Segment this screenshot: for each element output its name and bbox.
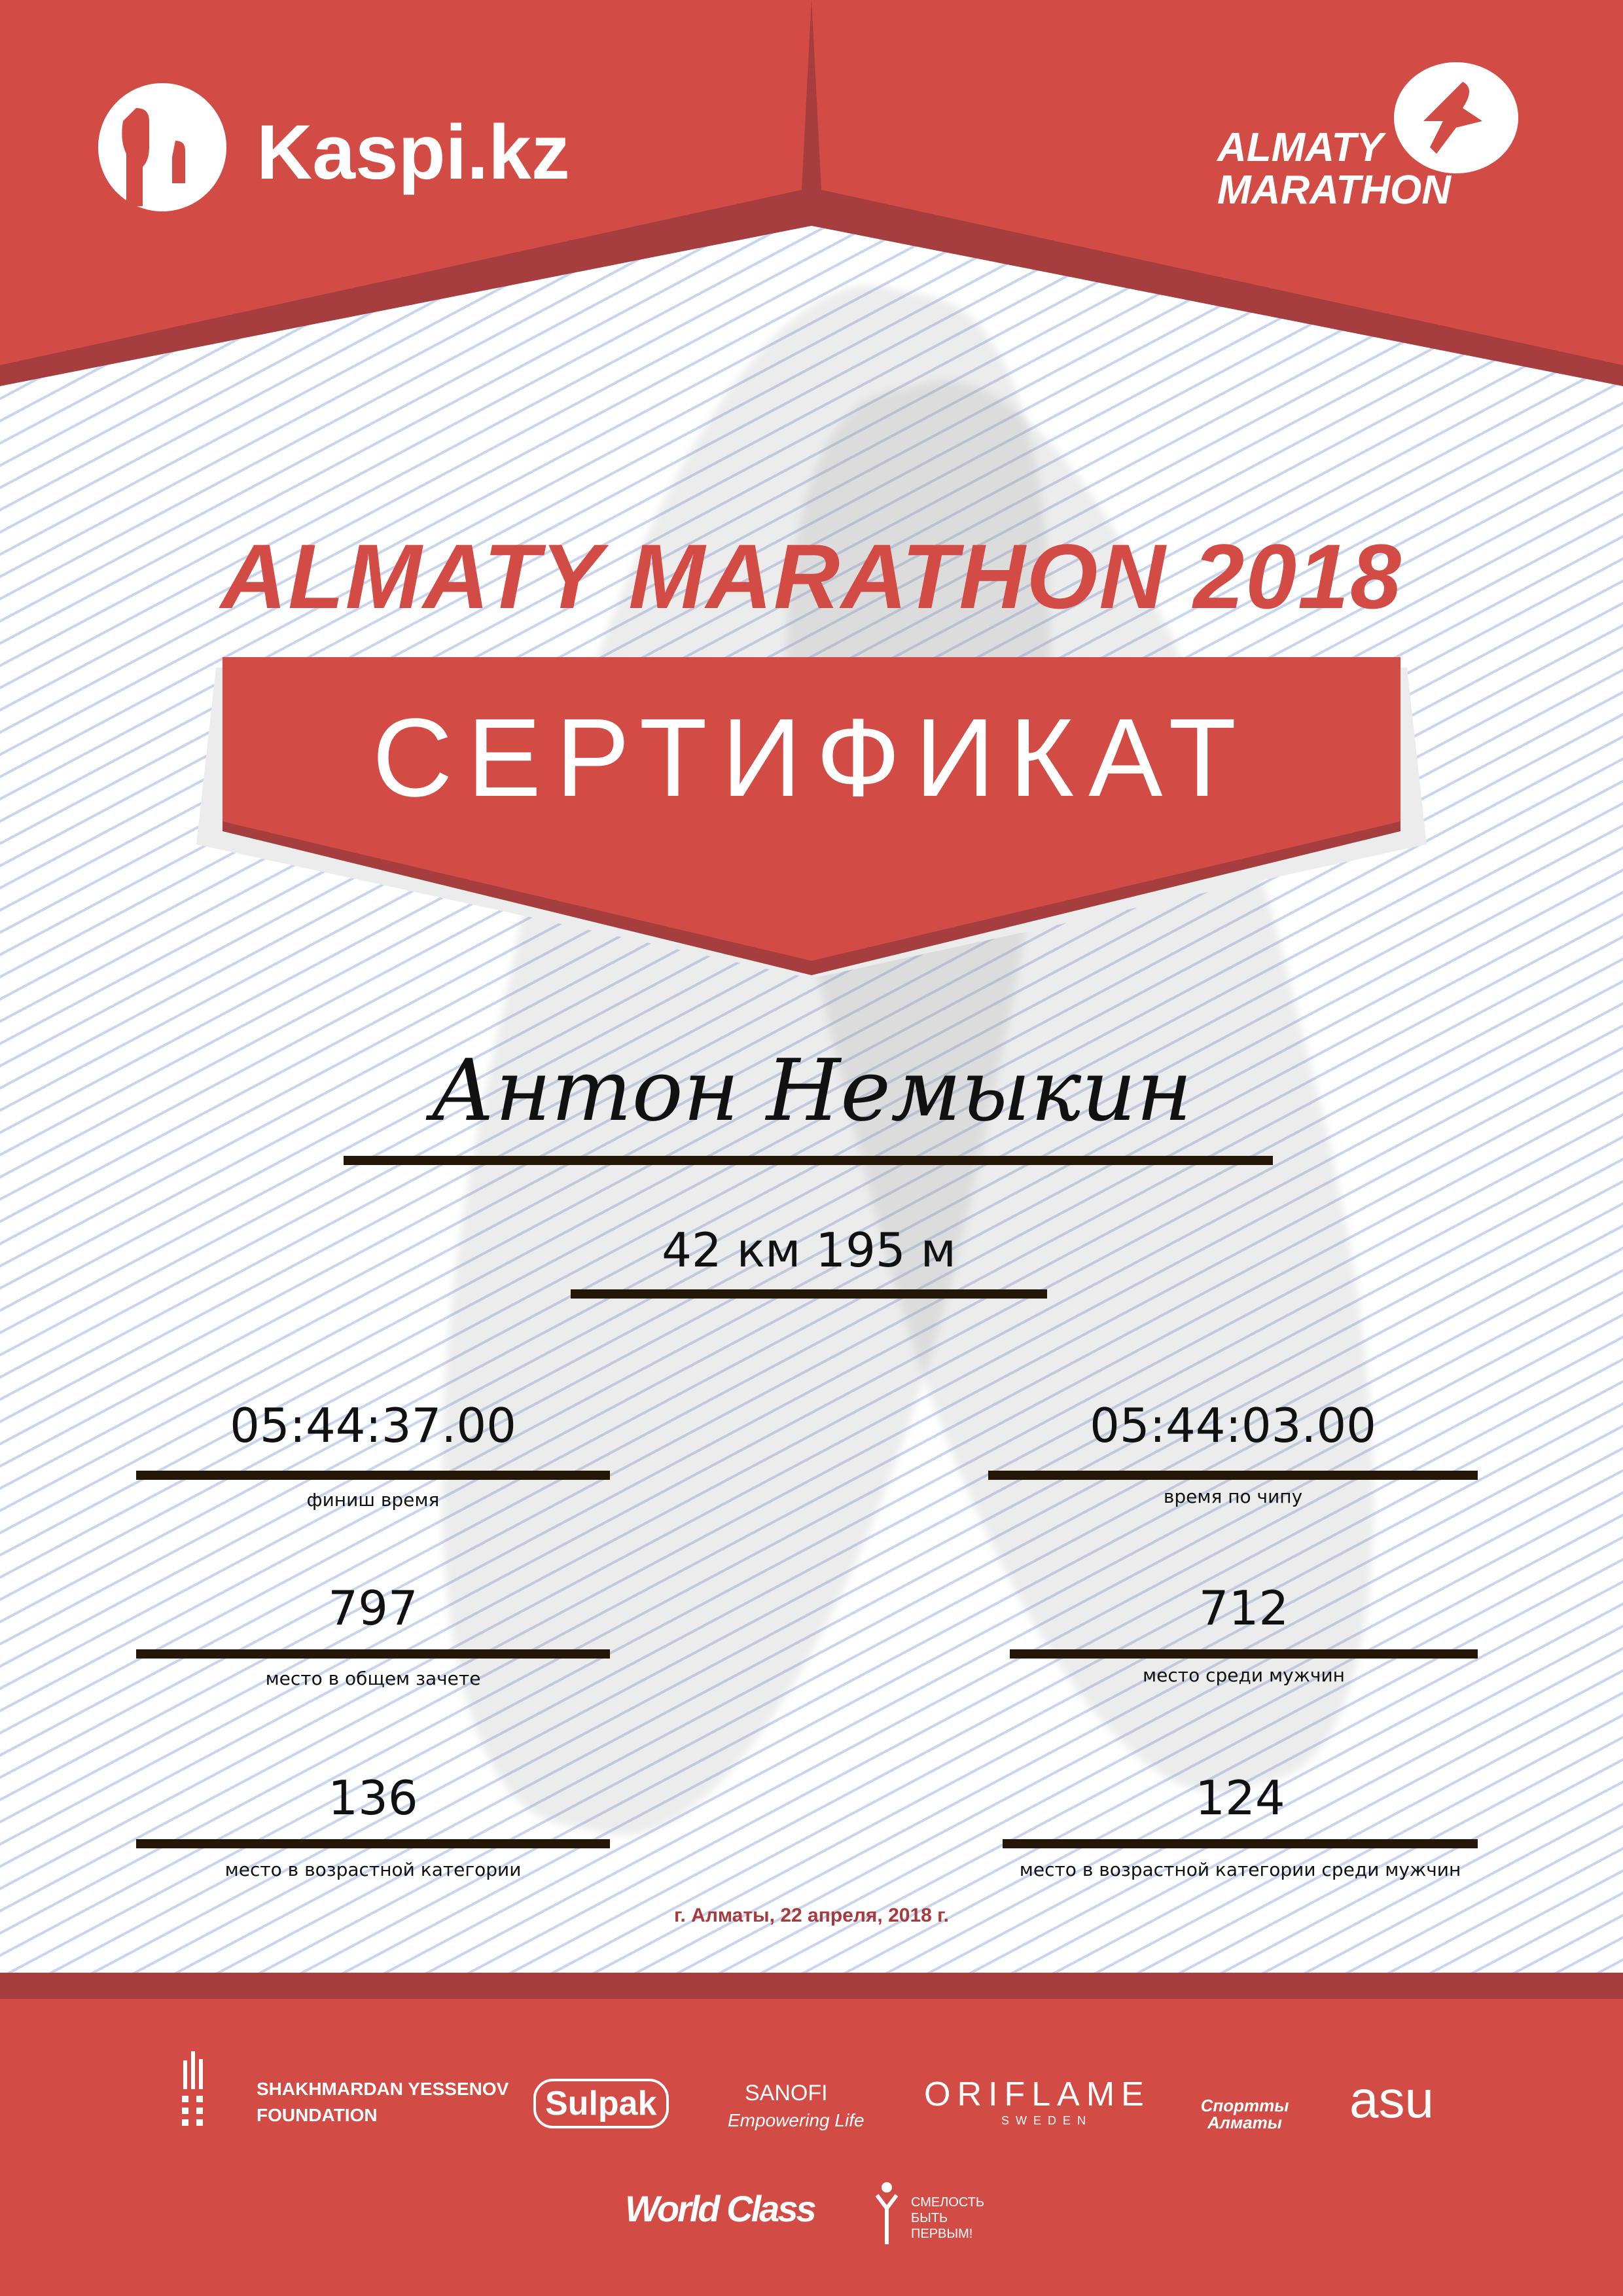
fund-line1: СМЕЛОСТЬ [911, 2195, 985, 2210]
age-place-label: место в возрастной категории [224, 1859, 522, 1880]
footer-stripe [0, 1973, 1623, 1999]
age-men-place-value: 124 [1195, 1770, 1285, 1825]
oriflame-name: ORIFLAME [924, 2075, 1150, 2113]
kaspi-icon [98, 83, 226, 211]
name-underline [344, 1156, 1273, 1165]
yessenov-line2: FOUNDATION [257, 2105, 378, 2125]
age-men-place-label: место в возрастной категории среди мужчи… [1019, 1859, 1461, 1880]
finish-time-underline [136, 1471, 610, 1480]
yessenov-line1: SHAKHMARDAN YESSENOV [257, 2079, 509, 2099]
issue-date: г. Алматы, 22 апреля, 2018 г. [674, 1905, 949, 1926]
worldclass-logo: World Class [625, 2188, 817, 2229]
sulpak-logo: Sulpak [533, 2079, 669, 2128]
chip-time-value: 05:44:03.00 [1090, 1398, 1376, 1453]
runner-icon [1394, 62, 1518, 173]
yessenov-icon [182, 2051, 203, 2126]
chip-time-underline [988, 1471, 1478, 1480]
sanofi-name: SANOFI [745, 2081, 828, 2106]
sanofi-tagline: Empowering Life [728, 2110, 865, 2130]
oriflame-sub: SWEDEN [1001, 2114, 1093, 2127]
fund-line2: БЫТЬ [911, 2211, 948, 2225]
age-place-underline [136, 1839, 610, 1848]
fund-line3: ПЕРВЫМ! [911, 2227, 973, 2241]
asu-logo: asu [1349, 2070, 1434, 2128]
almaty-logo-line1: ALMATY [1217, 125, 1383, 170]
men-place-value: 712 [1198, 1581, 1289, 1636]
certificate-heading: СЕРТИФИКАТ [372, 696, 1251, 820]
finish-time-label: финиш время [306, 1489, 440, 1511]
participant-name: Антон Немыкин [431, 1041, 1192, 1140]
sport-almaty-logo: Спортты Алматы [1200, 2096, 1289, 2132]
age-men-place-underline [1003, 1839, 1478, 1848]
sponsors-footer: SHAKHMARDAN YESSENOV FOUNDATION Sulpak S… [0, 1999, 1623, 2296]
almaty-logo-line2: MARATHON [1217, 168, 1452, 213]
overall-place-label: место в общем зачете [265, 1668, 481, 1689]
overall-place-value: 797 [328, 1581, 418, 1636]
event-title: ALMATY MARATHON 2018 [221, 525, 1402, 628]
distance-value: 42 км 195 м [662, 1223, 956, 1278]
finish-time-value: 05:44:37.00 [230, 1398, 516, 1453]
overall-place-underline [136, 1649, 610, 1659]
header-banner [0, 0, 1623, 386]
distance-underline [571, 1289, 1047, 1299]
certificate-banner [196, 657, 1427, 978]
men-place-label: место среди мужчин [1143, 1664, 1345, 1686]
kaspi-logo-text: Kaspi.kz [257, 109, 570, 196]
men-place-underline [1010, 1649, 1478, 1659]
chip-time-label: время по чипу [1163, 1486, 1303, 1507]
fund-person-icon [875, 2182, 899, 2244]
age-place-value: 136 [328, 1770, 418, 1825]
